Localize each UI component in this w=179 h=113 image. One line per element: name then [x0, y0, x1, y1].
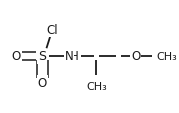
Text: S: S	[38, 50, 46, 63]
Text: CH₃: CH₃	[86, 81, 107, 91]
Text: O: O	[38, 76, 47, 89]
Text: O: O	[131, 50, 141, 63]
Text: CH₃: CH₃	[156, 52, 177, 61]
Text: H: H	[70, 50, 79, 63]
Text: O: O	[11, 50, 21, 63]
Text: N: N	[65, 50, 74, 63]
Text: Cl: Cl	[46, 24, 58, 37]
